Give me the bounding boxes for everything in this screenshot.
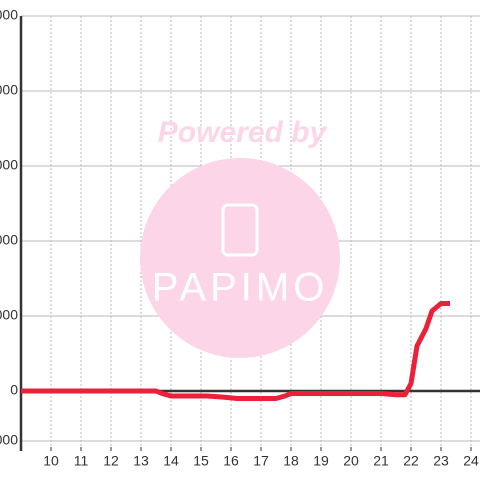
x-tick-label: 12 — [103, 453, 119, 469]
x-tick-label: 10 — [43, 453, 59, 469]
y-tick-label: 120,000 — [0, 82, 18, 98]
data-line — [21, 301, 450, 401]
x-tick-label: 16 — [223, 453, 239, 469]
x-tick-label: 22 — [403, 453, 419, 469]
x-tick-label: 11 — [74, 453, 89, 469]
x-tick-label: 15 — [193, 453, 209, 469]
x-tick-label: 19 — [313, 453, 329, 469]
x-tick-label: 13 — [133, 453, 149, 469]
y-tick-label: 30,000 — [0, 307, 18, 323]
watermark-text: PAPIMO — [152, 266, 329, 310]
x-tick-label: 23 — [433, 453, 449, 469]
watermark-icon — [221, 203, 259, 257]
y-tick-label: 90,000 — [0, 157, 18, 173]
x-tick-label: 17 — [253, 453, 269, 469]
y-tick-label: 0 — [10, 382, 18, 398]
x-tick-label: 24 — [463, 453, 479, 469]
watermark-circle — [140, 158, 340, 358]
y-tick-label: -20,000 — [0, 432, 18, 448]
x-tick-label: 21 — [373, 453, 389, 469]
x-tick-label: 18 — [283, 453, 299, 469]
x-tick-label: 20 — [343, 453, 359, 469]
y-tick-label: 150,000 — [0, 7, 18, 23]
x-tick-label: 14 — [163, 453, 179, 469]
watermark-text: Powered by — [158, 116, 328, 149]
y-tick-label: 60,000 — [0, 232, 18, 248]
